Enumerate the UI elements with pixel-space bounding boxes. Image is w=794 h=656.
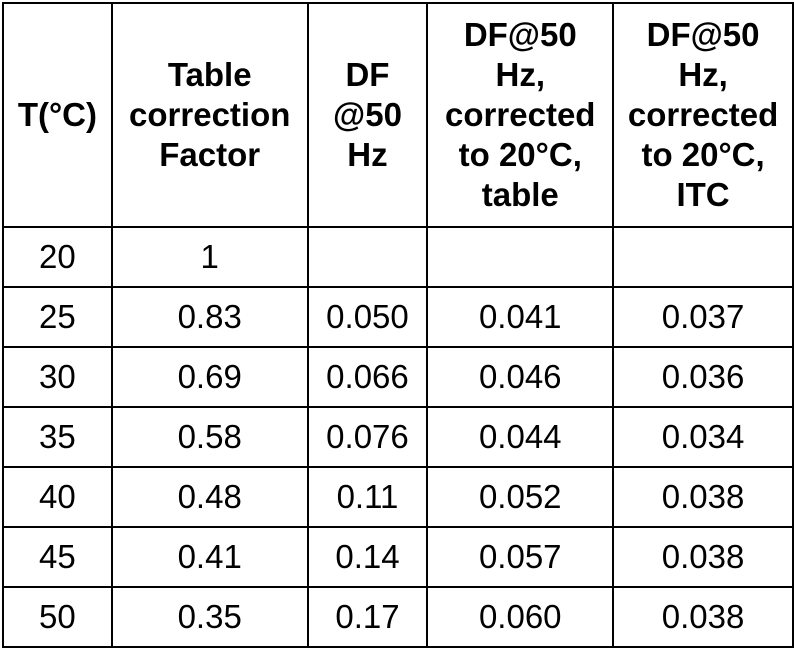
header-line: table [481,176,559,213]
cell-df-corrected-itc: 0.038 [612,586,794,648]
header-line: to 20°C, [458,136,582,173]
cell-df: 0.076 [306,406,429,468]
cell-df: 0.11 [306,466,429,528]
header-line: Hz [347,136,388,173]
cell-df: 0.066 [306,346,429,408]
header-line: correction [129,96,291,133]
cell-temperature: 20 [2,226,113,288]
cell-correction-factor: 0.48 [110,466,309,528]
cell-correction-factor: 0.69 [110,346,309,408]
header-row: T(°C) Table correction Factor DF @50 Hz … [2,2,794,228]
cell-temperature: 50 [2,586,113,648]
header-line: Hz, [495,56,546,93]
header-line: DF@50 [646,16,760,53]
header-line: corrected [627,96,779,133]
cell-df-corrected-table: 0.046 [426,346,615,408]
header-df-corrected-itc: DF@50 Hz, corrected to 20°C, ITC [612,2,794,228]
cell-df: 0.14 [306,526,429,588]
table-row: 45 0.41 0.14 0.057 0.038 [2,526,794,588]
header-line: DF@50 [463,16,577,53]
table-row: 20 1 [2,226,794,288]
cell-temperature: 40 [2,466,113,528]
header-line: Table [167,56,252,93]
cell-df-corrected-itc: 0.034 [612,406,794,468]
cell-df-corrected-table: 0.060 [426,586,615,648]
cell-df-corrected-itc: 0.037 [612,286,794,348]
table-row: 40 0.48 0.11 0.052 0.038 [2,466,794,528]
cell-df-corrected-itc: 0.036 [612,346,794,408]
cell-correction-factor: 0.41 [110,526,309,588]
header-temperature: T(°C) [2,2,113,228]
header-table-correction-factor: Table correction Factor [110,2,309,228]
cell-correction-factor: 0.35 [110,586,309,648]
cell-df-corrected-itc: 0.038 [612,466,794,528]
header-temperature-line: T(°C) [17,96,97,133]
cell-correction-factor: 1 [110,226,309,288]
table-row: 50 0.35 0.17 0.060 0.038 [2,586,794,648]
header-line: @50 [333,96,402,133]
header-line: ITC [676,176,730,213]
header-df-corrected-table: DF@50 Hz, corrected to 20°C, table [426,2,615,228]
header-df-50hz: DF @50 Hz [306,2,429,228]
cell-df [306,226,429,288]
cell-correction-factor: 0.58 [110,406,309,468]
cell-df-corrected-table: 0.044 [426,406,615,468]
header-line: corrected [445,96,596,133]
cell-temperature: 35 [2,406,113,468]
header-line: Hz, [678,56,728,93]
table-row: 35 0.58 0.076 0.044 0.034 [2,406,794,468]
cell-df-corrected-itc [612,226,794,288]
cell-df-corrected-table [426,226,615,288]
header-line: DF [345,56,390,93]
cell-df-corrected-table: 0.057 [426,526,615,588]
header-line: Factor [159,136,261,173]
table-row: 25 0.83 0.050 0.041 0.037 [2,286,794,348]
cell-correction-factor: 0.83 [110,286,309,348]
header-line: to 20°C, [641,136,765,173]
cell-temperature: 30 [2,346,113,408]
cell-df: 0.050 [306,286,429,348]
cell-df-corrected-table: 0.052 [426,466,615,528]
cell-df-corrected-itc: 0.038 [612,526,794,588]
cell-df-corrected-table: 0.041 [426,286,615,348]
table-row: 30 0.69 0.066 0.046 0.036 [2,346,794,408]
cell-df: 0.17 [306,586,429,648]
cell-temperature: 45 [2,526,113,588]
cell-temperature: 25 [2,286,113,348]
